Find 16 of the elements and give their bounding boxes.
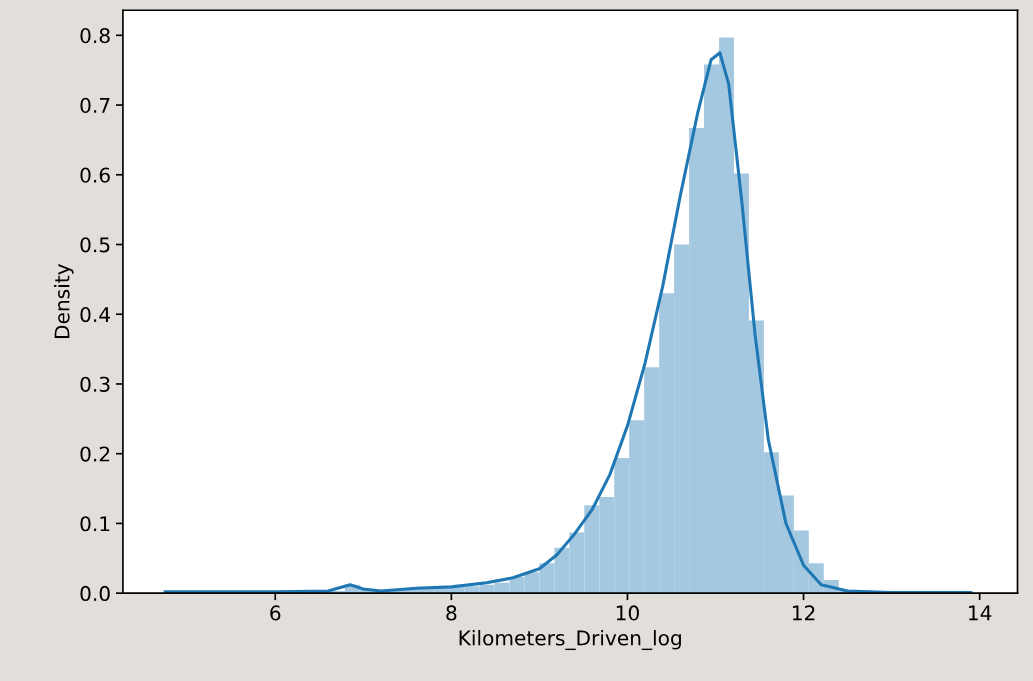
y-tick-label: 0.1 — [80, 516, 110, 532]
y-axis-title: Density — [54, 264, 74, 338]
y-tick-label: 0.3 — [80, 376, 110, 392]
y-tick-label: 0.8 — [80, 28, 110, 44]
y-tick-label: 0.0 — [80, 585, 110, 602]
x-tick-label: 12 — [792, 605, 815, 621]
x-tick-label: 14 — [969, 605, 992, 621]
y-tick-label: 0.7 — [80, 97, 110, 113]
x-tick-label: 6 — [270, 605, 281, 621]
x-tick-label: 10 — [616, 605, 639, 621]
x-axis-title: Kilometers_Driven_log — [459, 630, 681, 651]
y-tick-label: 0.4 — [80, 306, 110, 323]
x-tick-label: 8 — [446, 605, 457, 621]
y-tick-label: 0.2 — [80, 446, 110, 462]
y-tick-label: 0.5 — [80, 237, 110, 253]
y-tick-label: 0.6 — [80, 167, 110, 183]
